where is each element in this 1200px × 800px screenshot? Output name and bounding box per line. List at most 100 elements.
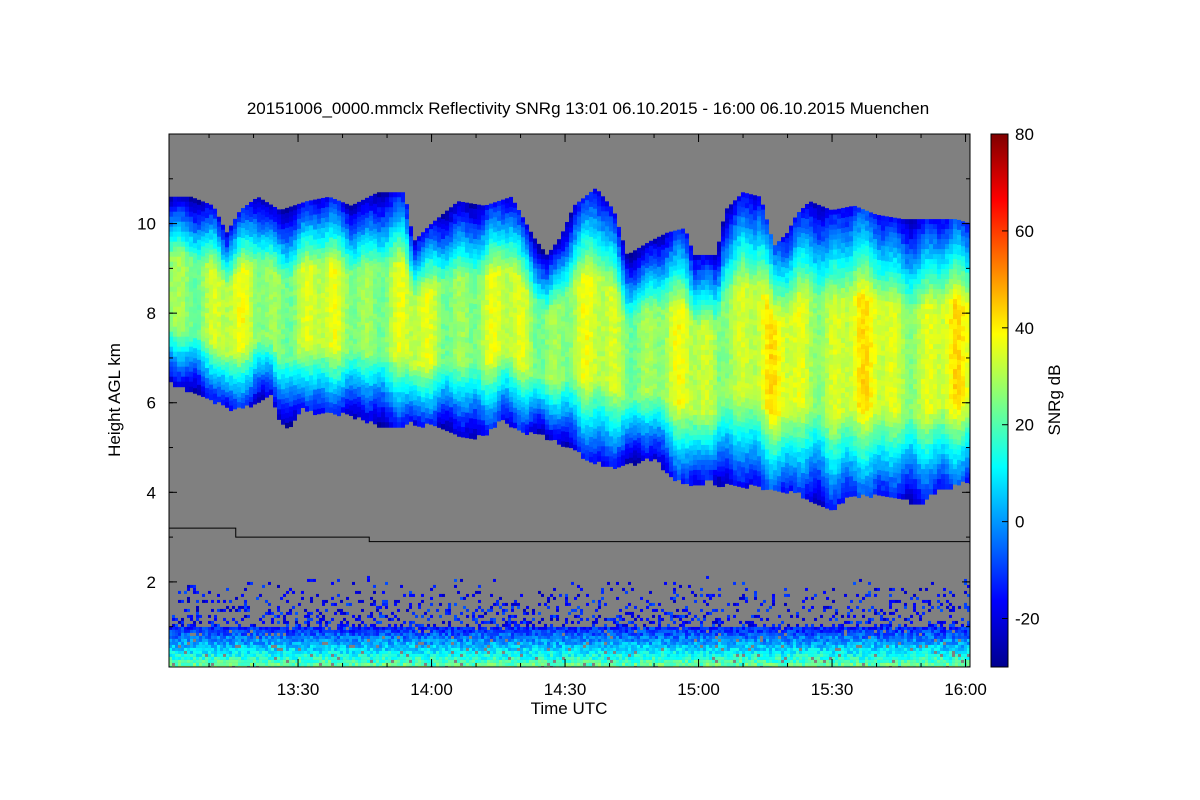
echo-cell [175, 647, 178, 651]
echo-cell [181, 629, 184, 633]
cloud-cell [173, 296, 177, 303]
echo-cell [658, 644, 661, 648]
echo-cell [637, 656, 640, 660]
echo-cell [799, 641, 802, 645]
echo-cell [712, 650, 715, 654]
echo-cell [859, 635, 862, 639]
cloud-cell [169, 336, 173, 343]
echo-cell [952, 623, 955, 627]
echo-cell [427, 653, 430, 657]
cloud-cell [173, 256, 177, 263]
echo-cell [943, 647, 946, 651]
cloud-cell [189, 266, 193, 273]
echo-cell [703, 638, 706, 642]
echo-cell [550, 593, 553, 597]
echo-cell [922, 665, 925, 667]
echo-cell [280, 650, 283, 654]
echo-cell [940, 665, 943, 667]
echo-cell [727, 650, 730, 654]
echo-cell [589, 665, 592, 667]
cloud-cell [229, 360, 233, 367]
echo-cell [631, 641, 634, 645]
echo-cell [592, 659, 595, 663]
echo-cell [838, 623, 841, 627]
cloud-cell [201, 306, 205, 312]
cloud-cell [233, 308, 237, 315]
echo-cell [898, 656, 901, 660]
echo-cell [313, 632, 316, 636]
echo-cell [844, 641, 847, 645]
cloud-cell [201, 391, 205, 397]
echo-cell [523, 641, 526, 645]
echo-cell [358, 653, 361, 657]
echo-cell [928, 659, 931, 663]
echo-cell [829, 659, 832, 663]
echo-cell [685, 626, 688, 630]
echo-cell [871, 626, 874, 630]
echo-cell [670, 614, 673, 618]
echo-cell [283, 644, 286, 648]
echo-cell [640, 653, 643, 657]
echo-cell [907, 629, 910, 633]
echo-cell [520, 641, 523, 645]
echo-cell [217, 644, 220, 648]
echo-cell [850, 599, 853, 603]
echo-cell [421, 635, 424, 639]
cloud-cell [177, 226, 181, 233]
echo-cell [901, 659, 904, 663]
echo-cell [244, 641, 247, 645]
echo-cell [622, 617, 625, 621]
cloud-cell [185, 336, 189, 343]
echo-cell [877, 659, 880, 663]
echo-cell [226, 665, 229, 667]
echo-cell [340, 644, 343, 648]
cloud-cell [197, 324, 201, 331]
echo-cell [652, 638, 655, 642]
echo-cell [937, 659, 940, 663]
echo-cell [838, 659, 841, 663]
echo-cell [919, 626, 922, 630]
echo-cell [223, 638, 226, 642]
echo-cell [607, 647, 610, 651]
cloud-cell [197, 349, 201, 356]
cloud-cell [221, 269, 225, 276]
cloud-cell [217, 376, 221, 383]
echo-cell [622, 626, 625, 630]
echo-cell [199, 629, 202, 633]
echo-cell [520, 638, 523, 642]
echo-cell [598, 602, 601, 606]
echo-cell [961, 626, 964, 630]
echo-cell [193, 665, 196, 667]
echo-cell [271, 650, 274, 654]
echo-cell [808, 647, 811, 651]
echo-cell [658, 662, 661, 666]
echo-cell [436, 656, 439, 660]
echo-cell [556, 617, 559, 621]
echo-cell [472, 638, 475, 642]
echo-cell [265, 665, 268, 667]
echo-cell [670, 659, 673, 663]
echo-cell [256, 647, 259, 651]
echo-cell [430, 635, 433, 639]
echo-cell [352, 635, 355, 639]
echo-cell [226, 605, 229, 609]
echo-cell [796, 665, 799, 667]
echo-cell [385, 635, 388, 639]
echo-cell [868, 638, 871, 642]
echo-cell [799, 662, 802, 666]
echo-cell [670, 632, 673, 636]
echo-cell [721, 626, 724, 630]
cloud-cell [233, 293, 237, 300]
echo-cell [601, 632, 604, 636]
echo-cell [262, 653, 265, 657]
echo-cell [802, 605, 805, 609]
cloud-cell [169, 266, 173, 273]
echo-cell [961, 641, 964, 645]
echo-cell [886, 650, 889, 654]
echo-cell [511, 644, 514, 648]
echo-cell [262, 626, 265, 630]
echo-cell [760, 644, 763, 648]
cloud-cell [201, 206, 205, 212]
echo-cell [391, 650, 394, 654]
echo-cell [679, 665, 682, 667]
